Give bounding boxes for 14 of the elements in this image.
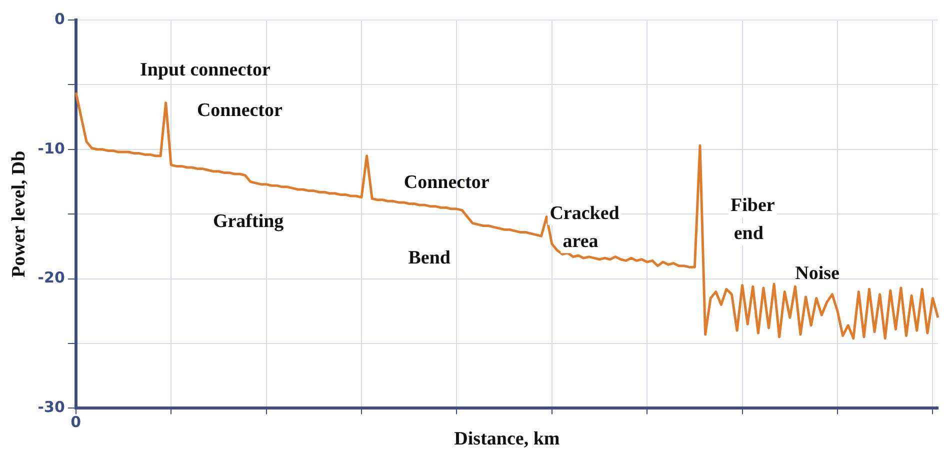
- annotation: Noise: [795, 263, 840, 284]
- y-axis-title: Power level, Db: [8, 150, 30, 278]
- annotation: Grafting: [212, 210, 284, 232]
- y-tick-label: -20: [38, 268, 65, 287]
- y-tick-label: 0: [54, 10, 65, 28]
- y-tick-label: -10: [38, 139, 65, 158]
- annotation: Cracked area: [550, 203, 620, 252]
- x-axis-title: Distance, km: [454, 428, 560, 450]
- annotation: Connector: [404, 172, 490, 193]
- annotation: Fiber end: [730, 195, 776, 244]
- y-tick-label: -30: [38, 398, 65, 416]
- annotation: Input connector: [140, 59, 271, 80]
- annotation: Connector: [196, 100, 284, 122]
- annotation: Bend: [408, 248, 451, 269]
